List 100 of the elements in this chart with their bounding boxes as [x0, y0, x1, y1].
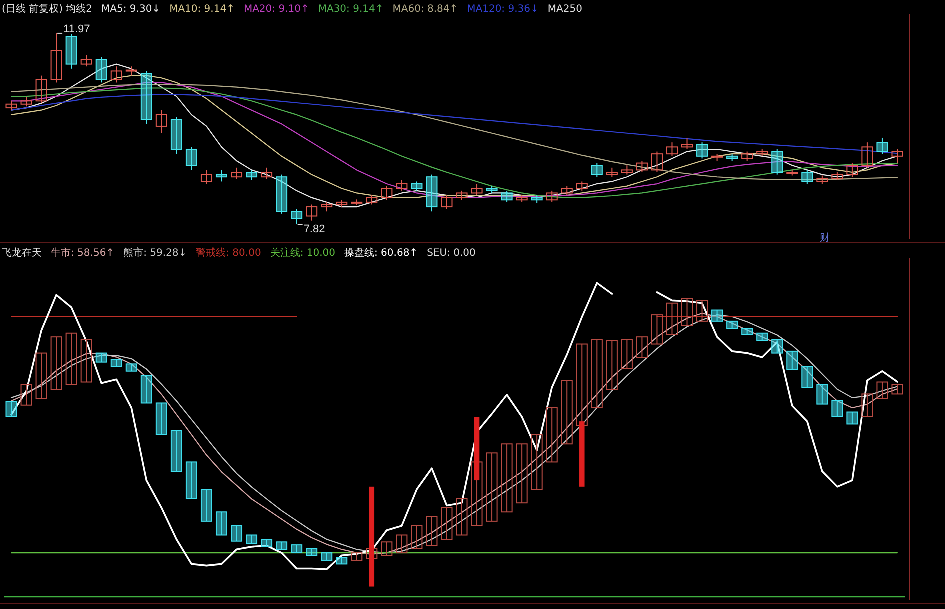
candlestick [501, 444, 513, 513]
candlestick [110, 359, 122, 368]
candlestick [140, 375, 152, 404]
candlestick [756, 332, 768, 342]
candlestick [426, 174, 438, 212]
text: 牛市: 58.56↑ [51, 247, 115, 259]
candlestick [381, 542, 393, 556]
candlestick [892, 384, 904, 395]
candlestick [606, 340, 618, 390]
candlestick [261, 167, 273, 180]
candlestick [276, 542, 288, 550]
candlestick [246, 534, 258, 545]
text: 关注线: 10.00 [270, 247, 336, 259]
candlestick [186, 462, 198, 500]
candlestick [546, 190, 558, 203]
candlestick [636, 336, 648, 358]
candlestick [96, 56, 108, 84]
text: 操盘线: 60.68↑ [344, 247, 418, 259]
chart-title: (日线 前复权) 均线2 [2, 3, 93, 15]
candlestick [742, 328, 754, 336]
candlestick [846, 412, 858, 425]
text: MA60: 8.84↑ [392, 4, 458, 15]
candlestick [651, 151, 663, 174]
text: MA20: 9.10↑ [244, 4, 310, 15]
candlestick [772, 148, 784, 176]
candlestick [621, 339, 633, 370]
candlestick [156, 402, 168, 436]
candlestick [876, 382, 888, 400]
candlestick [20, 96, 32, 108]
candlestick [6, 401, 18, 418]
candlestick [50, 336, 62, 390]
candlestick [561, 186, 573, 196]
candlestick [110, 66, 122, 84]
candlestick [546, 408, 558, 463]
candlestick [696, 142, 708, 160]
candlestick [862, 394, 874, 418]
candlestick [816, 384, 828, 405]
candlestick [636, 160, 648, 174]
candlestick [36, 352, 48, 400]
candlestick [396, 534, 408, 554]
candlestick [802, 170, 814, 185]
candlestick [531, 434, 543, 490]
candlestick [456, 498, 468, 536]
candlestick [621, 165, 633, 176]
candlestick [876, 137, 888, 155]
annotation: 7.82 [304, 224, 326, 236]
candlestick [411, 181, 423, 192]
candlestick [651, 314, 663, 345]
candlestick [66, 332, 78, 386]
candlestick [862, 142, 874, 168]
candlestick [846, 162, 858, 178]
candlestick [666, 302, 678, 336]
candlestick [486, 186, 498, 194]
candlestick [501, 190, 513, 203]
candlestick [366, 195, 378, 206]
candlestick [186, 146, 198, 171]
candlestick [80, 54, 92, 68]
annotation: 11.97 [64, 23, 90, 36]
candlestick [231, 167, 243, 180]
candlestick [96, 352, 108, 363]
candlestick [441, 195, 453, 210]
candlestick [36, 75, 48, 104]
candlestick [291, 544, 303, 554]
candlestick [140, 70, 152, 125]
candlestick [321, 552, 333, 561]
candlestick [336, 557, 348, 565]
candlestick [291, 208, 303, 226]
candlestick [6, 100, 18, 111]
candlestick [591, 339, 603, 409]
candlestick [80, 339, 92, 383]
text: 财 [820, 232, 830, 244]
candlestick [561, 380, 573, 445]
candlestick [786, 350, 798, 370]
candlestick [696, 300, 708, 322]
candlestick [471, 184, 483, 196]
candlestick [516, 444, 528, 504]
candlestick [802, 366, 814, 388]
text: MA250 [548, 4, 582, 15]
candlestick [726, 154, 738, 162]
candlestick [381, 186, 393, 201]
candlestick [832, 400, 844, 418]
candlestick [486, 452, 498, 522]
candlestick [441, 507, 453, 540]
candlestick [170, 116, 182, 155]
candlestick [321, 202, 333, 212]
candlestick [426, 516, 438, 546]
candlestick [216, 512, 228, 536]
candlestick [231, 525, 243, 542]
text: MA30: 9.14↑ [318, 4, 384, 15]
candlestick [200, 170, 212, 185]
candlestick [20, 384, 32, 406]
candlestick [606, 167, 618, 178]
candlestick [156, 110, 168, 134]
candlestick [772, 339, 784, 354]
candlestick [126, 66, 138, 76]
text: 熊市: 59.28↓ [124, 247, 188, 259]
candlestick [261, 539, 273, 548]
candlestick [682, 137, 694, 150]
candlestick [200, 489, 212, 522]
candlestick [712, 310, 724, 322]
